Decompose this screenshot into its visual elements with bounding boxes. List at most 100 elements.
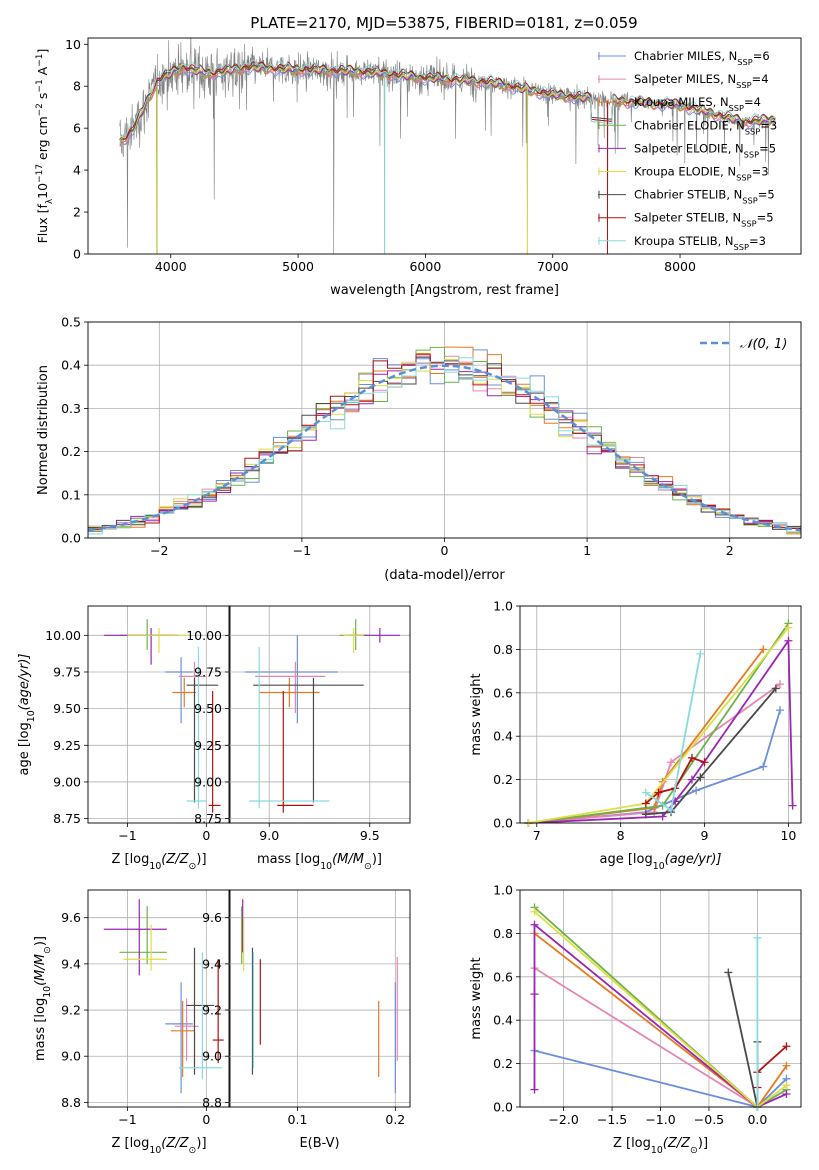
label-part: =4: [752, 72, 769, 86]
y-tick-label: 9.75: [53, 664, 81, 679]
series-point: [641, 799, 650, 808]
y-tick-label: 8.75: [194, 811, 222, 826]
y-tick-label: 10: [65, 37, 81, 52]
x-tick-label: 8: [617, 828, 625, 843]
x-tick-label: 9.5: [360, 828, 380, 843]
figure-title: PLATE=2170, MJD=53875, FIBERID=0181, z=0…: [250, 14, 637, 32]
normal-curve: [87, 364, 802, 532]
series-point: [759, 645, 768, 654]
label-part: age [log: [17, 722, 32, 775]
label-part: SSP: [744, 149, 759, 159]
x-tick-label: 10: [780, 828, 796, 843]
y-axis-label: Normed distribution: [36, 365, 51, 495]
label-part: A: [35, 66, 50, 79]
label-part: Kroupa ELODIE, N: [634, 165, 736, 179]
label-part: SSP: [729, 103, 744, 113]
legend-label: Kroupa MILES, NSSP=4: [634, 95, 761, 113]
label-part: s: [35, 93, 50, 104]
series-point: [696, 773, 705, 782]
y-tick-label: 0.4: [493, 1013, 513, 1028]
label-part: SSP: [742, 196, 757, 206]
series-point: [696, 649, 705, 658]
y-tick-label: 9.00: [194, 774, 222, 789]
age-vs-z-axes: −1 0 8.75 9.00 9.25 9.50 9.75 10.00: [45, 606, 230, 843]
y-tick-label: 1.0: [493, 599, 513, 614]
y-tick-label: 8.75: [53, 811, 81, 826]
label-part: ]: [35, 49, 50, 54]
label-part: λ: [45, 198, 55, 204]
y-tick-label: 0.1: [61, 487, 81, 502]
x-tick-label: −2.0: [548, 1112, 578, 1127]
series-point: [530, 990, 539, 999]
label-part: SSP: [737, 57, 752, 67]
label-part: SSP: [734, 242, 749, 252]
y-tick-label: 8.8: [202, 1095, 222, 1110]
label-part: (age/yr)]: [665, 852, 722, 867]
series-point: [641, 810, 650, 819]
age-vs-mass-axes: 9.0 9.5 8.75 9.00 9.25 9.50 9.75 10.00: [186, 606, 410, 843]
label-part: −1: [35, 54, 45, 67]
y-tick-label: 9.6: [61, 910, 81, 925]
y-tick-label: 9.75: [194, 664, 222, 679]
spectrum-model-line: [119, 62, 776, 141]
legend-label: Chabrier MILES, NSSP=6: [634, 49, 770, 67]
y-tick-label: 8.8: [61, 1095, 81, 1110]
y-tick-label: 1.0: [493, 883, 513, 898]
x-tick-label: 0: [441, 543, 449, 558]
spectrum-axes: 4000 5000 6000 7000 8000 0 2 4 6 8 10: [65, 37, 696, 274]
label-part: =3: [752, 165, 769, 179]
series-point: [641, 788, 650, 797]
y-tick-label: 9.2: [202, 1003, 222, 1018]
label-part: =5: [757, 211, 774, 225]
label-part: Z [log: [613, 1136, 651, 1151]
legend-label: Salpeter STELIB, NSSP=5: [634, 211, 774, 229]
label-part: ⊙: [189, 861, 197, 872]
y-tick-label: 0.8: [493, 926, 513, 941]
label-part: (Z/Z: [161, 1136, 189, 1151]
label-part: =5: [758, 188, 775, 202]
spectrum-model-line: [119, 63, 776, 139]
label-part: −17: [35, 164, 45, 183]
series-point: [666, 758, 675, 767]
label-part: −2: [35, 103, 45, 116]
x-axis-label: wavelength [Angstrom, rest frame]: [330, 283, 559, 298]
label-part: Salpeter ELODIE, N: [634, 141, 744, 155]
series-point: [530, 907, 539, 916]
x-tick-label: 7: [533, 828, 541, 843]
label-part: Kroupa STELIB, N: [634, 234, 734, 248]
series-point: [782, 1061, 791, 1070]
y-tick-label: 0.5: [61, 315, 81, 330]
label-part: Kroupa MILES, N: [634, 95, 729, 109]
y-axis-label: mass weight: [469, 957, 484, 1039]
label-part: SSP: [745, 126, 760, 136]
x-axis-label: mass [log10(M/M⊙)]: [257, 852, 382, 872]
label-part: Salpeter STELIB, N: [634, 211, 741, 225]
series-point: [788, 801, 797, 810]
series-point: [784, 636, 793, 645]
series-point: [753, 933, 762, 942]
series-point: [692, 786, 701, 795]
label-part: Flux [f: [35, 204, 50, 244]
x-tick-label: 0.0: [747, 1112, 767, 1127]
x-tick-label: 9: [701, 828, 709, 843]
label-part: SSP: [741, 219, 756, 229]
label-part: age [log: [600, 852, 653, 867]
label-part: (Z/Z: [663, 1136, 691, 1151]
mass-vs-z-frame: [87, 889, 231, 1108]
label-part: )]: [196, 852, 206, 867]
series-point: [687, 775, 696, 784]
y-axis-label: Flux [fλ10−17 erg cm−2 s−1 A−1]: [35, 49, 55, 244]
label-part: (M/M: [33, 954, 48, 986]
legend-label: Chabrier ELODIE, NSSP=3: [634, 118, 777, 136]
y-tick-label: 9.0: [61, 1049, 81, 1064]
label-part: (age/yr)]: [17, 654, 32, 711]
x-tick-label: 0: [202, 828, 210, 843]
series-point: [771, 684, 780, 693]
x-tick-label: −1.0: [645, 1112, 675, 1127]
x-tick-label: 0.2: [385, 1112, 405, 1127]
series-point: [687, 753, 696, 762]
label-part: 10: [653, 861, 665, 872]
y-tick-label: 0.4: [61, 358, 81, 373]
label-part: )]: [372, 852, 382, 867]
legend-label: Chabrier STELIB, NSSP=5: [634, 188, 775, 206]
